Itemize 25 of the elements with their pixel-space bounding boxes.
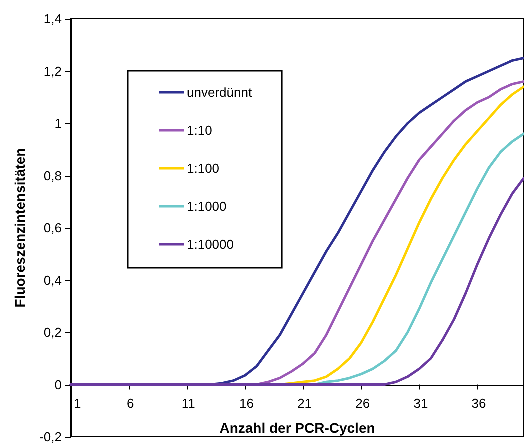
y-tick-label: -0,2 <box>40 430 62 443</box>
x-tick-label: 31 <box>414 396 428 411</box>
y-tick-label: 0,6 <box>44 220 62 236</box>
x-tick-label: 11 <box>182 396 196 411</box>
legend-label: 1:10 <box>187 123 212 138</box>
y-tick-label: 0,8 <box>44 168 62 184</box>
legend-label: 1:1000 <box>187 199 227 214</box>
x-axis-title: Anzahl der PCR-Cyclen <box>220 420 376 436</box>
y-tick-label: 0,4 <box>44 272 62 288</box>
legend-label: 1:10000 <box>187 237 234 252</box>
x-tick-label: 6 <box>126 396 134 411</box>
x-tick-label: 36 <box>472 396 486 411</box>
y-axis-title: Fluoreszenzintensitäten <box>12 148 28 308</box>
line-series <box>314 132 524 386</box>
y-tick-label: 1,4 <box>44 12 62 26</box>
y-tick-label: 1,2 <box>44 64 62 79</box>
x-tick-label: 16 <box>239 396 254 411</box>
y-tick-label: 0 <box>54 377 62 392</box>
y-tick-label: 1 <box>54 116 62 131</box>
x-tick-label: 26 <box>356 396 370 411</box>
x-tick-label: 1 <box>74 396 82 411</box>
x-tick-label: 21 <box>298 396 312 411</box>
legend-label: 1:100 <box>187 161 220 176</box>
legend-label: unverdünnt <box>187 85 252 100</box>
y-tick-label: 0,2 <box>44 325 62 340</box>
